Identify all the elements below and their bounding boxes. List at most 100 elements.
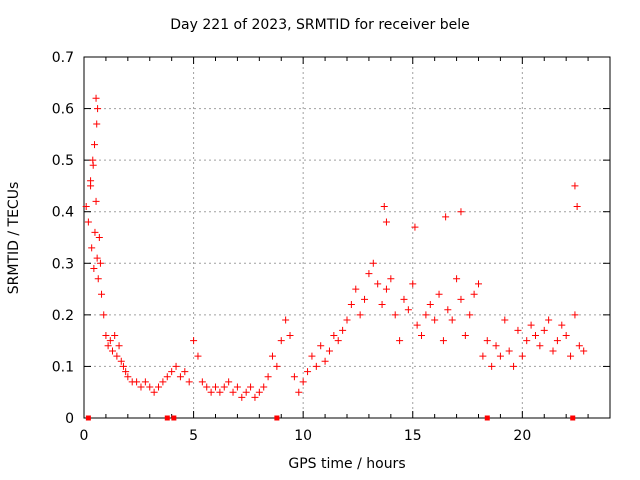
data-point bbox=[549, 347, 557, 355]
data-point bbox=[159, 378, 167, 386]
data-point bbox=[435, 290, 443, 298]
y-tick-label: 0.5 bbox=[52, 153, 74, 169]
data-point bbox=[352, 285, 360, 293]
data-point bbox=[536, 342, 544, 350]
data-point bbox=[277, 337, 285, 345]
data-point bbox=[299, 378, 307, 386]
data-point bbox=[501, 316, 509, 324]
data-point bbox=[580, 347, 588, 355]
data-point bbox=[137, 383, 145, 391]
x-axis-marker bbox=[164, 415, 170, 421]
data-point bbox=[260, 383, 268, 391]
data-point bbox=[90, 264, 98, 272]
y-tick-label: 0.4 bbox=[52, 205, 74, 221]
data-point bbox=[111, 331, 119, 339]
data-point bbox=[531, 331, 539, 339]
data-point bbox=[150, 388, 158, 396]
data-point bbox=[444, 306, 452, 314]
y-tick-label: 0.7 bbox=[52, 50, 74, 66]
y-tick-label: 0.2 bbox=[52, 308, 74, 324]
x-axis-marker bbox=[484, 415, 490, 421]
data-point bbox=[339, 326, 347, 334]
data-point bbox=[571, 182, 579, 190]
data-point bbox=[108, 347, 116, 355]
data-point bbox=[268, 352, 276, 360]
data-point bbox=[409, 280, 417, 288]
data-point bbox=[242, 388, 250, 396]
data-point bbox=[457, 295, 465, 303]
data-point bbox=[181, 368, 189, 376]
data-point bbox=[461, 331, 469, 339]
data-point bbox=[155, 383, 163, 391]
data-point bbox=[93, 120, 101, 128]
data-point bbox=[457, 208, 465, 216]
data-point bbox=[163, 373, 171, 381]
data-point bbox=[286, 331, 294, 339]
data-point bbox=[141, 378, 149, 386]
data-point bbox=[391, 311, 399, 319]
data-point bbox=[374, 280, 382, 288]
data-point bbox=[229, 388, 237, 396]
data-point bbox=[343, 316, 351, 324]
data-point bbox=[567, 352, 575, 360]
x-tick-label: 5 bbox=[189, 428, 198, 444]
data-point bbox=[273, 362, 281, 370]
data-point bbox=[93, 254, 101, 262]
data-point bbox=[470, 290, 478, 298]
data-point bbox=[558, 321, 566, 329]
data-point bbox=[492, 342, 500, 350]
data-point bbox=[483, 337, 491, 345]
data-point bbox=[400, 295, 408, 303]
x-axis-label: GPS time / hours bbox=[288, 456, 406, 472]
x-axis-marker bbox=[85, 415, 91, 421]
data-point bbox=[312, 362, 320, 370]
data-point bbox=[96, 259, 104, 267]
data-point bbox=[347, 301, 355, 309]
data-point bbox=[365, 270, 373, 278]
y-tick-label: 0.1 bbox=[52, 359, 74, 375]
y-axis-label: SRMTID / TECUs bbox=[6, 181, 22, 295]
data-point bbox=[190, 337, 198, 345]
data-point bbox=[380, 203, 388, 211]
data-point bbox=[553, 337, 561, 345]
data-point bbox=[545, 316, 553, 324]
data-point bbox=[290, 373, 298, 381]
data-point bbox=[94, 275, 102, 283]
data-point bbox=[466, 311, 474, 319]
data-point bbox=[361, 295, 369, 303]
data-point bbox=[92, 197, 100, 205]
y-tick-label: 0 bbox=[65, 411, 74, 427]
y-tick-label: 0.3 bbox=[52, 256, 74, 272]
data-point bbox=[382, 285, 390, 293]
data-point bbox=[321, 357, 329, 365]
y-tick-label: 0.6 bbox=[52, 102, 74, 118]
x-axis-marker bbox=[274, 415, 280, 421]
data-point bbox=[168, 368, 176, 376]
data-point bbox=[100, 311, 108, 319]
data-point bbox=[176, 373, 184, 381]
data-point bbox=[102, 331, 110, 339]
data-point bbox=[369, 259, 377, 267]
data-point bbox=[216, 388, 224, 396]
data-point bbox=[518, 352, 526, 360]
data-point bbox=[89, 161, 97, 169]
data-point bbox=[317, 342, 325, 350]
data-point bbox=[330, 331, 338, 339]
data-point bbox=[571, 311, 579, 319]
data-point bbox=[233, 383, 241, 391]
data-point bbox=[540, 326, 548, 334]
data-point bbox=[84, 218, 92, 226]
data-point bbox=[247, 383, 255, 391]
data-point bbox=[295, 388, 303, 396]
data-point bbox=[505, 347, 513, 355]
data-point bbox=[510, 362, 518, 370]
plot-frame bbox=[83, 56, 611, 419]
data-point bbox=[514, 326, 522, 334]
data-point bbox=[104, 342, 112, 350]
data-point bbox=[418, 331, 426, 339]
data-point bbox=[133, 378, 141, 386]
data-point bbox=[413, 321, 421, 329]
data-point bbox=[255, 388, 263, 396]
data-point bbox=[251, 393, 259, 401]
data-point bbox=[146, 383, 154, 391]
